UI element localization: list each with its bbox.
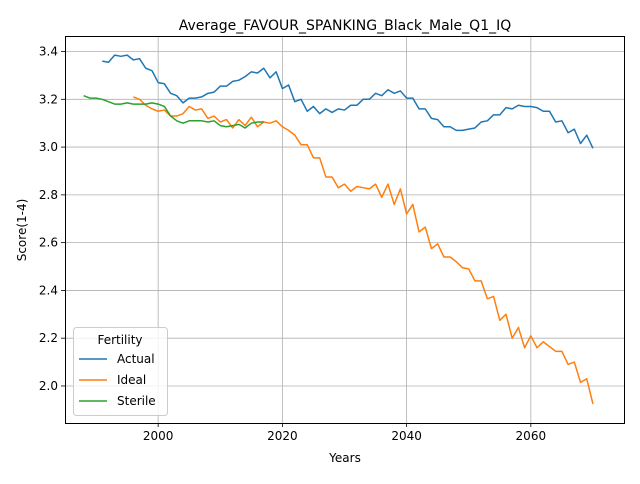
x-tick-label: 2000: [143, 429, 174, 443]
series-lines: [83, 54, 594, 405]
series-line-actual: [102, 54, 594, 149]
x-tick-label: 2040: [391, 429, 422, 443]
y-axis-label: Score(1-4): [15, 199, 29, 262]
legend: Fertility Actual Ideal Sterile: [73, 327, 168, 416]
x-axis-ticks: 2000 2020 2040 2060: [143, 423, 546, 443]
y-axis-ticks: 2.0 2.2 2.4 2.6 2.8 3.0 3.2 3.4: [39, 45, 65, 393]
y-tick-label: 2.6: [39, 236, 58, 250]
legend-items: Actual Ideal Sterile: [79, 352, 156, 408]
series-line-sterile: [83, 95, 264, 129]
y-tick-label: 3.2: [39, 92, 58, 106]
legend-box: [73, 327, 168, 416]
legend-title: Fertility: [97, 333, 142, 347]
x-tick-label: 2060: [516, 429, 547, 443]
plot-frame: [65, 36, 625, 424]
y-tick-label: 2.2: [39, 331, 58, 345]
x-axis-label: Years: [328, 451, 361, 465]
legend-label-actual: Actual: [117, 352, 155, 366]
y-tick-label: 2.0: [39, 379, 58, 393]
y-tick-label: 2.8: [39, 188, 58, 202]
chart-title: Average_FAVOUR_SPANKING_Black_Male_Q1_IQ: [179, 18, 512, 34]
legend-label-sterile: Sterile: [117, 394, 156, 408]
y-tick-label: 3.0: [39, 140, 58, 154]
y-tick-label: 3.4: [39, 45, 58, 59]
x-tick-label: 2020: [267, 429, 298, 443]
series-line-ideal: [133, 96, 594, 405]
legend-label-ideal: Ideal: [117, 373, 146, 387]
y-tick-label: 2.4: [39, 283, 58, 297]
